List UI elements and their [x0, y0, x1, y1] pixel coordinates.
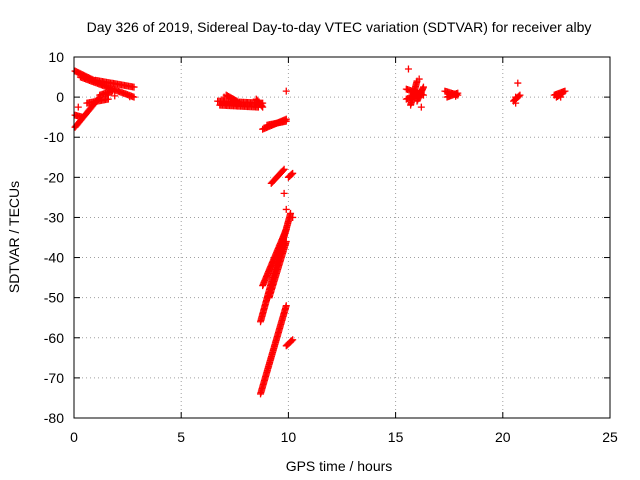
data-point: [79, 113, 87, 121]
y-tick-label: -50: [44, 290, 64, 306]
data-point: [282, 225, 290, 233]
data-point: [289, 169, 297, 177]
data-point: [288, 170, 296, 178]
data-point: [287, 209, 295, 217]
data-point: [109, 87, 117, 95]
grid-layer: [74, 57, 610, 418]
data-point: [516, 91, 524, 99]
x-tick-label: 10: [281, 429, 297, 445]
data-point: [417, 103, 425, 111]
y-axis-label: SDTVAR / TECUs: [6, 181, 22, 293]
x-axis-label: GPS time / hours: [286, 458, 393, 474]
x-tick-label: 20: [495, 429, 511, 445]
data-point: [280, 189, 288, 197]
data-point: [415, 75, 423, 83]
data-point: [282, 205, 290, 213]
data-point: [512, 93, 520, 101]
data-point: [514, 79, 522, 87]
data-point: [282, 302, 290, 310]
data-point: [404, 65, 412, 73]
x-tick-label: 0: [70, 429, 78, 445]
data-point: [287, 338, 295, 346]
data-point: [232, 96, 240, 104]
y-tick-label: -10: [44, 129, 64, 145]
data-point: [558, 90, 566, 98]
y-tick-label: -30: [44, 209, 64, 225]
chart-title: Day 326 of 2019, Sidereal Day-to-day VTE…: [87, 19, 592, 35]
y-tick-label: -20: [44, 169, 64, 185]
data-point: [289, 213, 297, 221]
data-point: [282, 238, 290, 246]
data-point: [111, 92, 119, 100]
data-point: [220, 93, 228, 101]
data-point: [279, 166, 287, 174]
data-marks: [71, 65, 569, 398]
plot-frame: [73, 56, 611, 419]
data-point: [280, 165, 288, 173]
y-tick-label: -60: [44, 330, 64, 346]
data-point: [512, 99, 520, 107]
x-tick-label: 15: [388, 429, 404, 445]
y-tick-label: 0: [56, 89, 64, 105]
data-point: [74, 103, 82, 111]
data-point: [130, 83, 138, 91]
data-point: [557, 93, 565, 101]
x-tick-label: 5: [177, 429, 185, 445]
y-tick-label: 10: [48, 49, 64, 65]
data-point: [126, 93, 134, 101]
data-point: [288, 337, 296, 345]
data-point: [515, 92, 523, 100]
data-point: [104, 91, 112, 99]
y-tick-label: -80: [44, 410, 64, 426]
axes-layer: 0 5 10 15 20 25 10 0 -10 -20 -30 -40 -50 -60 -70 -80: [44, 49, 618, 445]
data-point: [259, 103, 267, 111]
data-point: [559, 89, 567, 97]
data-point: [258, 102, 266, 110]
x-tick-label: 25: [602, 429, 618, 445]
data-point: [282, 87, 290, 95]
data-point: [452, 92, 460, 100]
y-tick-label: -70: [44, 370, 64, 386]
data-point: [419, 83, 427, 91]
data-point: [233, 97, 241, 105]
y-tick-label: -40: [44, 250, 64, 266]
data-point: [282, 117, 290, 125]
